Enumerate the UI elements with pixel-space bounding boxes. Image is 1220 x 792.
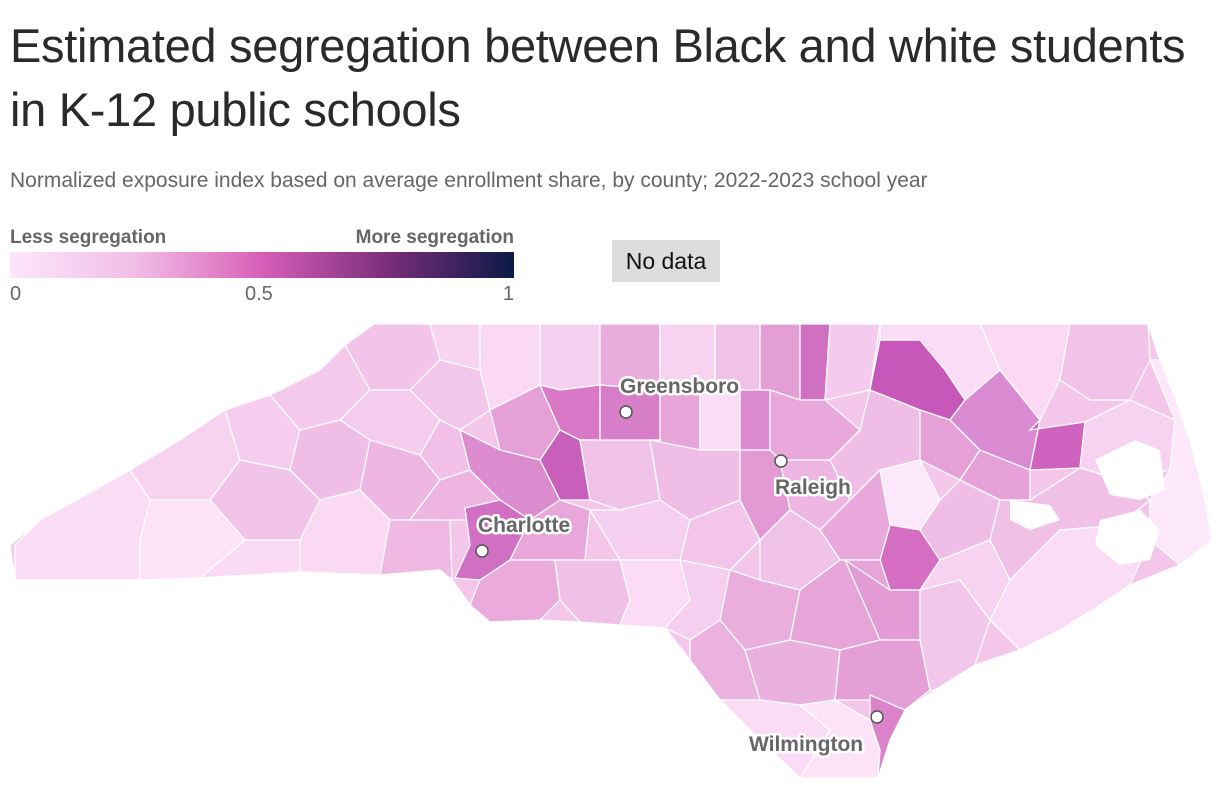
legend-tick-0: 0 — [10, 283, 22, 305]
color-legend: Less segregation More segregation 0 0.5 … — [10, 226, 514, 306]
city-raleigh: Raleigh — [773, 454, 853, 502]
no-data-legend: No data — [612, 240, 720, 282]
city-greensboro: Greensboro — [618, 373, 742, 419]
city-marker — [774, 454, 788, 468]
city-marker — [870, 710, 884, 724]
legend-tick-05: 0.5 — [245, 283, 273, 305]
chart-title: Estimated segregation between Black and … — [10, 19, 1186, 136]
county-region — [1028, 418, 1086, 471]
county-region — [469, 559, 561, 623]
city-label-charlotte: Charlotte — [478, 514, 570, 537]
county-region — [1149, 359, 1213, 566]
city-marker — [619, 405, 633, 419]
county-region — [379, 519, 453, 582]
city-wilmington: Wilmington — [747, 710, 884, 759]
county-region — [579, 439, 661, 511]
county-region — [959, 449, 1031, 501]
legend-gradient-bar — [10, 252, 514, 278]
water-sound — [1010, 500, 1060, 530]
city-label-wilmington: Wilmington — [749, 733, 863, 756]
water-sound — [1095, 510, 1160, 565]
county-region — [679, 499, 761, 571]
chart-subtitle: Normalized exposure index based on avera… — [10, 169, 928, 192]
legend-label-more: More segregation — [355, 227, 514, 248]
legend-tick-1: 1 — [502, 283, 514, 305]
county-region — [539, 323, 601, 391]
city-charlotte: Charlotte — [475, 512, 573, 558]
nc-county-map: Greensboro Raleigh Charlotte Wilmington — [9, 323, 1213, 780]
county-region — [14, 469, 151, 581]
city-label-raleigh: Raleigh — [775, 476, 851, 499]
county-region — [659, 389, 701, 451]
county-region — [759, 323, 801, 401]
county-region — [744, 639, 841, 706]
county-region — [979, 323, 1071, 422]
county-region — [699, 389, 741, 451]
city-label-greensboro: Greensboro — [620, 375, 739, 398]
county-region — [834, 639, 931, 711]
legend-label-less: Less segregation — [10, 227, 167, 248]
county-region — [739, 389, 771, 451]
city-marker — [475, 544, 489, 558]
water-sound — [1095, 440, 1165, 500]
